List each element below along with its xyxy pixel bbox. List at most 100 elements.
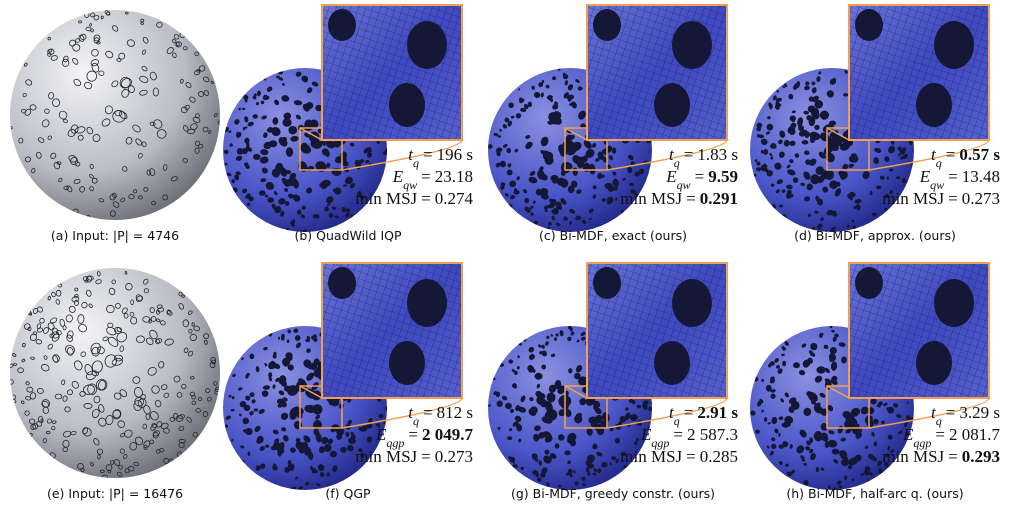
hole [385,148,387,152]
hole [310,139,323,149]
hole [582,483,586,487]
hole [368,419,371,423]
hole [283,359,291,367]
hole [358,448,363,453]
zoom-connector [826,385,850,399]
hole [323,443,332,452]
hole [182,158,188,163]
hole [376,140,381,145]
hole [46,418,53,424]
hole [829,78,837,85]
hole [347,444,354,452]
hole [125,11,129,15]
hole [563,216,568,221]
hole [262,94,268,100]
hole [85,289,92,297]
hole [238,413,242,417]
hole [231,438,234,442]
hole [22,342,26,348]
hole [194,51,200,57]
hole [178,303,185,310]
hole [278,77,284,81]
stat-line: tq = 0.57 s [931,145,1000,170]
hole [159,447,165,453]
hole [816,76,821,83]
hole [573,470,576,474]
stat-eq: = [695,167,705,186]
hole [551,215,555,221]
hole [818,71,822,75]
hole [554,337,557,341]
hole [778,416,784,421]
hole [160,384,168,391]
hole [294,335,301,341]
hole [781,353,785,357]
stat-value: 1.83 s [697,145,738,164]
hole [93,395,101,404]
stat-value: 196 s [437,145,473,164]
hole [869,472,874,477]
hole [378,413,384,419]
hole [529,170,536,176]
hole [542,350,547,354]
hole [47,52,52,57]
hole [329,450,338,458]
hole [39,317,45,324]
hole [210,356,217,364]
hole [300,142,309,152]
hole [581,219,587,224]
hole [547,226,550,230]
hole [610,456,617,461]
hole [838,485,843,489]
hole [874,147,882,153]
caption: (e) Input: |P| = 16476 [47,486,183,501]
hole [555,333,559,337]
hole [306,187,313,194]
hole [783,139,790,147]
hole [493,132,499,137]
hole [197,396,203,402]
hole [541,416,553,424]
hole [252,114,258,119]
hole [612,178,619,186]
hole [254,425,261,433]
hole [291,222,295,227]
hole [820,467,825,471]
hole [877,460,882,467]
hole [366,436,373,443]
hole [345,431,350,437]
hole [802,359,811,368]
hole [532,200,536,204]
hole [264,194,269,198]
hole [873,441,878,447]
hole [52,420,57,424]
hole [178,414,185,419]
hole [530,212,534,216]
hole [778,461,783,466]
hole [24,156,32,163]
hole [592,185,597,190]
hole [313,428,320,438]
hole [83,403,93,409]
hole [630,161,635,166]
hole [523,103,529,110]
hole [756,122,763,129]
hole [268,372,273,378]
stat-eq: = [423,145,433,164]
hole [281,95,290,102]
hole [830,361,838,371]
hole [513,189,520,195]
zoom-connector [341,397,463,429]
hole [50,55,58,61]
hole [43,355,48,360]
hole [345,212,350,218]
hole [104,354,117,368]
stat-eq: = [948,189,958,208]
hole [62,119,68,123]
hole [631,400,636,405]
hole [650,401,652,405]
hole [496,400,503,408]
hole [208,130,212,134]
hole [306,87,313,94]
hole [350,434,356,440]
